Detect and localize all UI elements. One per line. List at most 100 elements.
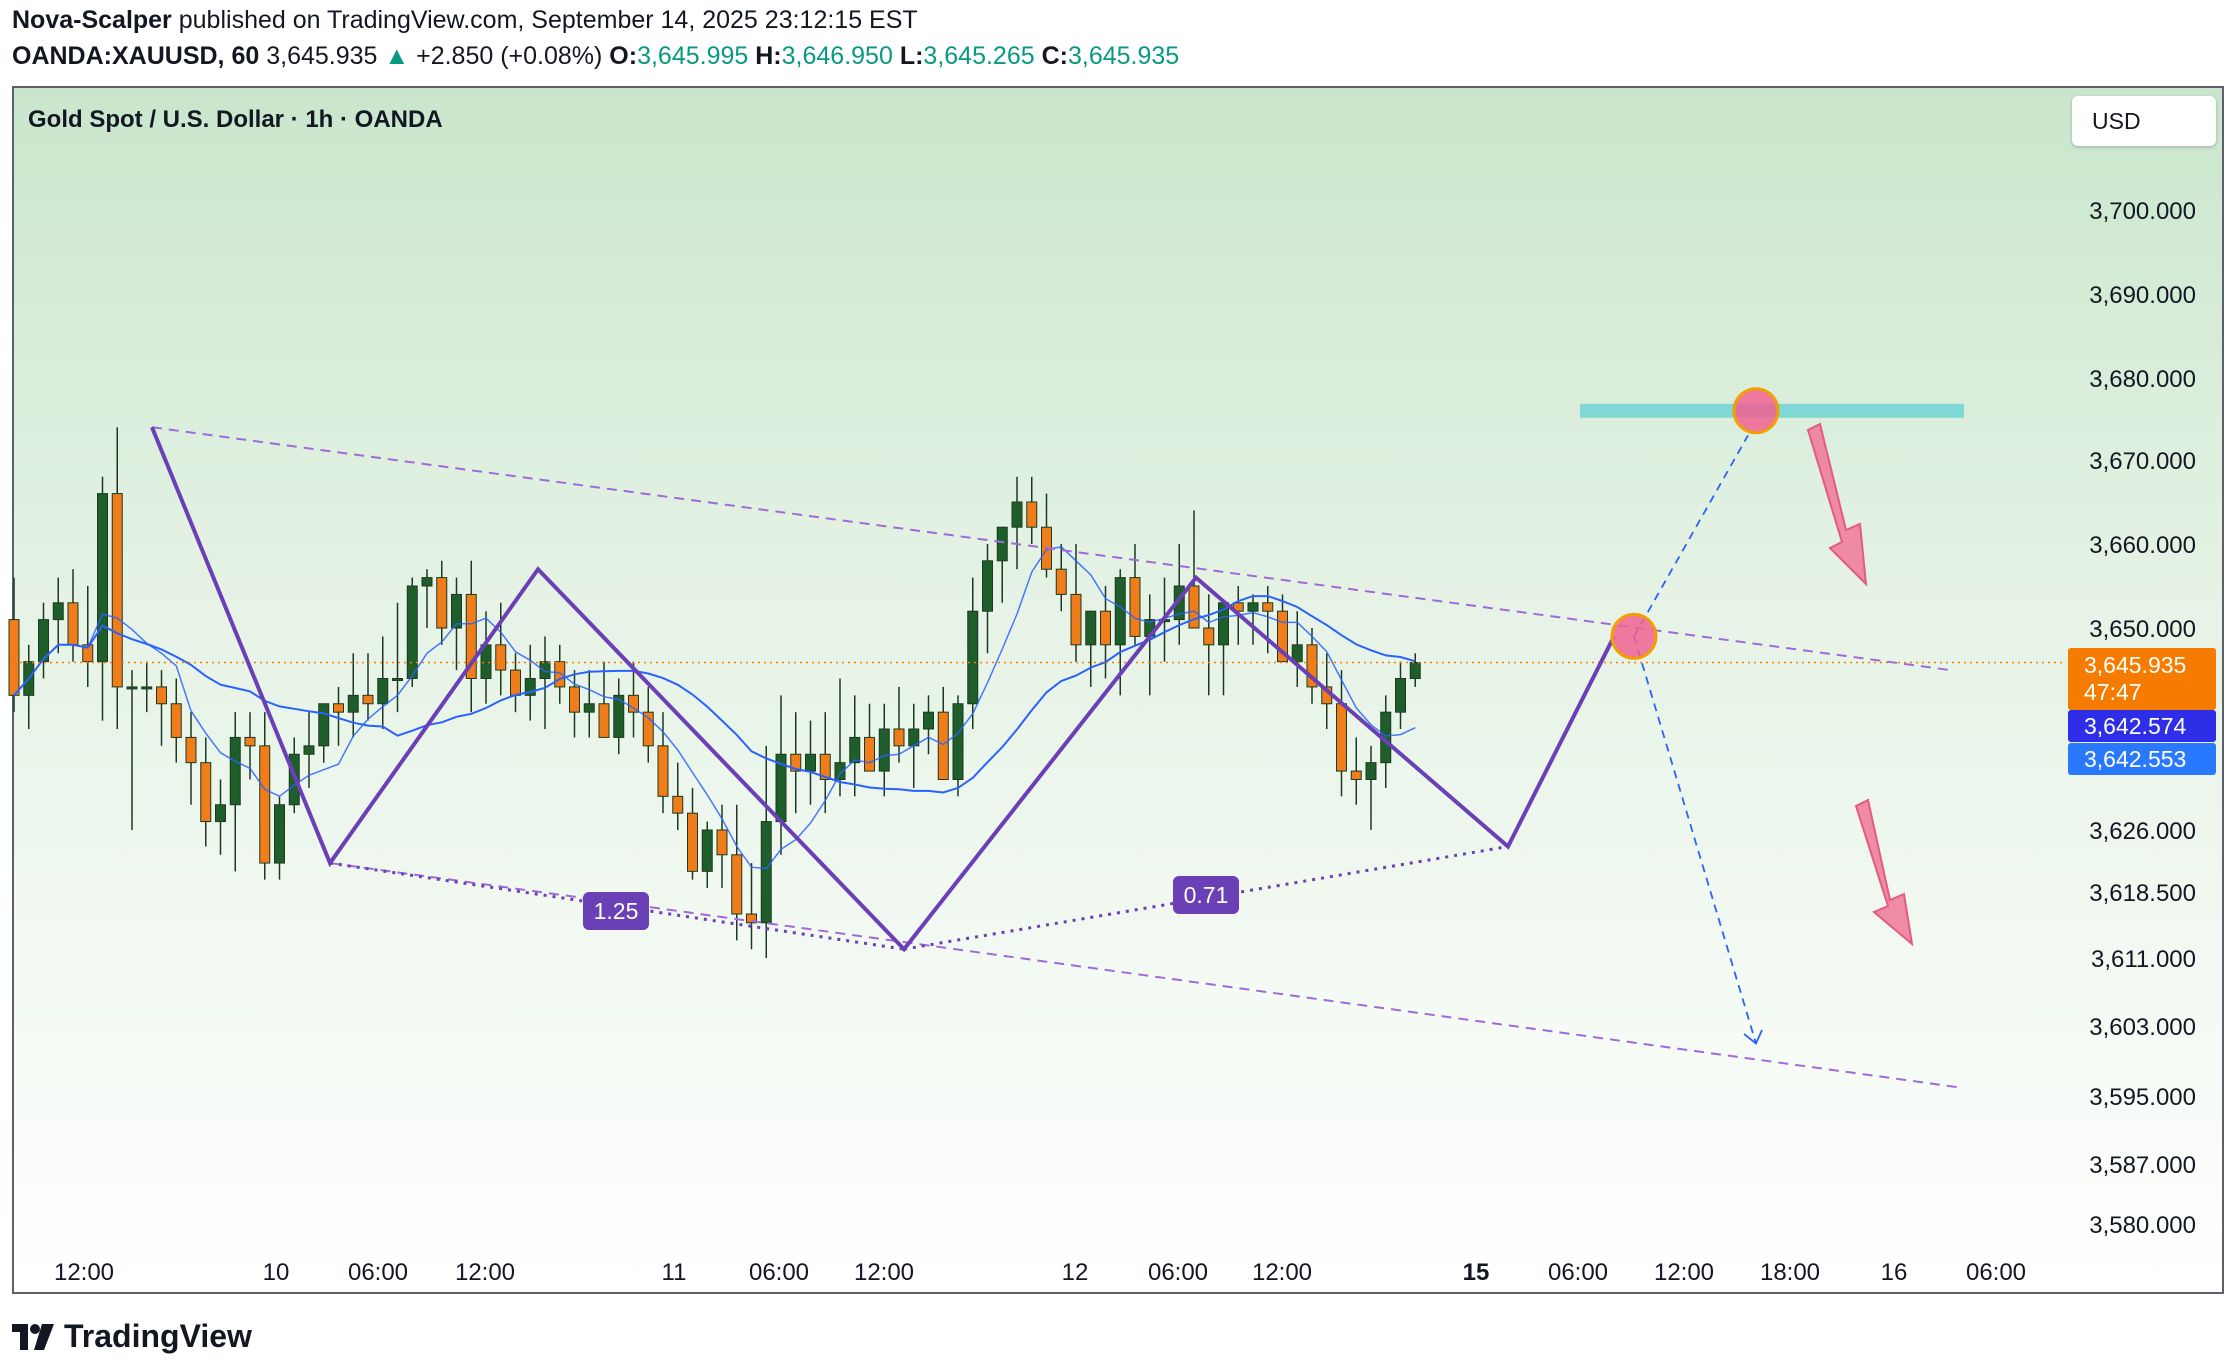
candle-up — [274, 804, 285, 864]
candle-down — [790, 753, 802, 772]
candle-down — [672, 795, 684, 814]
high-value: 3,646.950 — [781, 42, 893, 70]
tradingview-logo[interactable]: TradingView — [12, 1318, 252, 1355]
candle-up — [377, 678, 389, 705]
candle-up — [539, 661, 551, 680]
x-tick-label: 12:00 — [455, 1259, 515, 1286]
candle-down — [156, 686, 167, 705]
y-tick-label: 3,618.500 — [2089, 880, 2196, 907]
candle-up — [952, 703, 964, 780]
x-tick-label: 06:00 — [1966, 1259, 2026, 1286]
candle-down — [1203, 627, 1215, 646]
y-tick-label: 3,580.000 — [2089, 1212, 2196, 1239]
candle-up — [421, 577, 433, 587]
open-value: 3,645.995 — [637, 42, 749, 70]
x-tick-label: 12:00 — [1654, 1259, 1714, 1286]
breakout-circle — [1610, 612, 1658, 660]
candle-down — [687, 812, 698, 872]
candle-up — [303, 745, 315, 755]
candle-up — [318, 703, 330, 747]
candle-down — [465, 593, 477, 680]
candle-up — [229, 736, 241, 806]
down-arrow-lower — [1854, 798, 1914, 947]
candle-up — [834, 762, 846, 781]
candle-up — [923, 711, 934, 730]
candle-up — [1365, 762, 1377, 781]
candle-down — [731, 854, 743, 915]
candle-down — [598, 703, 610, 738]
candle-down — [259, 745, 271, 864]
channel-lower-line — [329, 862, 1959, 1089]
close-value: 3,645.935 — [1067, 42, 1180, 70]
candle-up — [1291, 644, 1303, 663]
y-tick-label: 3,690.000 — [2089, 282, 2196, 309]
candle-up — [849, 736, 861, 764]
x-tick-label: 12:00 — [1252, 1259, 1312, 1286]
candle-down — [1188, 585, 1200, 629]
publish-date: published on TradingView.com, September … — [178, 6, 918, 34]
candle-down — [937, 711, 949, 781]
brand-name: TradingView — [64, 1318, 252, 1354]
chart-title: Gold Spot / U.S. Dollar · 1h · OANDA — [28, 106, 443, 133]
candle-down — [185, 736, 197, 764]
candle-up — [1114, 577, 1126, 646]
y-tick-label: 3,587.000 — [2089, 1152, 2196, 1179]
symbol-summary: OANDA:XAUUSD, 60 3,645.935 ▲ +2.850 (+0.… — [12, 42, 1179, 71]
candle-down — [82, 644, 94, 663]
x-tick-label: 12 — [1062, 1259, 1089, 1286]
candle-down — [200, 762, 212, 823]
x-tick-label: 15 — [1463, 1259, 1490, 1286]
y-tick-label: 3,680.000 — [2089, 366, 2196, 393]
candle-down — [864, 736, 875, 772]
zigzag-pattern-line — [150, 426, 1616, 953]
low-value: 3,645.265 — [923, 42, 1035, 70]
candle-down — [1026, 501, 1038, 528]
x-tick-label: 06:00 — [1148, 1259, 1208, 1286]
ma-slow-tag: 3,642.553 — [2068, 743, 2216, 775]
candle-up — [451, 593, 462, 629]
candle-down — [436, 577, 448, 629]
candle-up — [878, 728, 890, 772]
low-label: L: — [899, 42, 924, 70]
symbol-label: OANDA:XAUUSD, 60 — [12, 42, 260, 70]
candle-up — [215, 804, 226, 823]
ma-fast-tag: 3,642.574 — [2068, 710, 2216, 742]
candle-up — [1409, 662, 1421, 680]
candle-down — [657, 745, 669, 797]
author-name[interactable]: Nova-Scalper — [12, 6, 172, 34]
up-triangle-icon: ▲ — [384, 42, 410, 70]
y-tick-label: 3,626.000 — [2089, 818, 2196, 845]
candle-down — [495, 644, 507, 671]
x-tick-label: 18:00 — [1760, 1259, 1820, 1286]
candle-down — [1232, 602, 1244, 612]
candle-down — [1129, 577, 1141, 637]
y-tick-label: 3,603.000 — [2089, 1014, 2196, 1041]
last-price-text: 3,645.935 — [266, 42, 378, 70]
candle-down — [819, 753, 831, 780]
open-label: O: — [609, 42, 638, 70]
candle-down — [333, 703, 344, 713]
candle-down — [554, 661, 566, 688]
ratio-label-right: 0.71 — [1184, 882, 1229, 908]
high-label: H: — [755, 42, 782, 70]
candle-up — [392, 678, 403, 681]
y-tick-label: 3,670.000 — [2089, 448, 2196, 475]
candle-down — [1100, 610, 1111, 646]
projection-down-arrowhead — [1743, 1029, 1763, 1045]
candle-up — [805, 753, 816, 772]
last-price-tag: 3,645.935 47:47 — [2068, 648, 2216, 710]
candle-down — [362, 694, 374, 705]
candle-up — [996, 526, 1008, 562]
candle-up — [1247, 602, 1259, 612]
candle-up — [583, 703, 595, 713]
ratio-label-left-box — [583, 892, 649, 930]
candle-down — [170, 703, 182, 738]
candle-up — [982, 560, 993, 612]
currency-button[interactable]: USD — [2072, 96, 2216, 146]
candle-down — [510, 669, 521, 696]
candle-down — [716, 829, 728, 856]
candle-down — [8, 619, 20, 696]
x-tick-label: 06:00 — [348, 1259, 408, 1286]
candle-up — [760, 821, 772, 924]
